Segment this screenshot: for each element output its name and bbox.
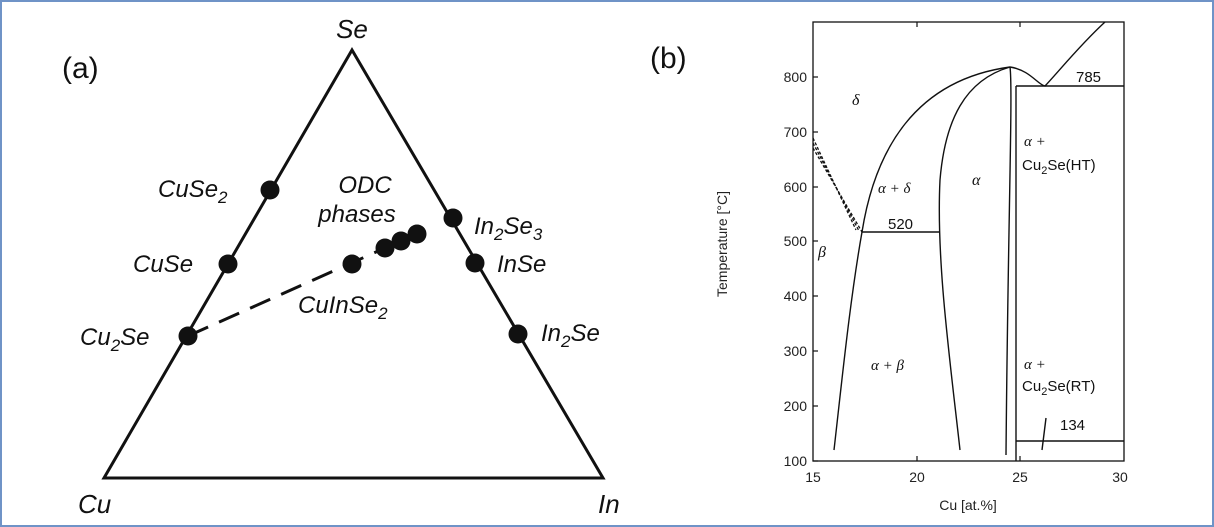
alpha-left-boundary	[938, 66, 1011, 451]
point-in2se	[508, 324, 528, 344]
label-cuse: CuSe	[133, 251, 193, 278]
vertex-cu-label: Cu	[78, 489, 111, 519]
point-cuinse2	[342, 254, 362, 274]
xtick-30: 30	[1112, 469, 1128, 485]
point-odc-3	[407, 224, 427, 244]
label-inse: InSe	[497, 251, 546, 278]
point-cuse2	[260, 180, 280, 200]
point-cuse	[218, 254, 238, 274]
beta-boundary	[833, 66, 1011, 451]
ytick-200: 200	[784, 398, 808, 414]
label-odc-line1: ODC	[338, 172, 392, 199]
leader-134	[1041, 417, 1047, 451]
ytick-300: 300	[784, 343, 808, 359]
alpha-right-boundary	[1005, 66, 1012, 456]
phase-boundaries	[833, 21, 1124, 461]
tick-marks	[813, 22, 1021, 462]
point-odc-2	[391, 231, 411, 251]
label-134: 134	[1060, 417, 1085, 434]
panel-b-tag: (b)	[650, 42, 687, 75]
label-cuse2: CuSe2	[158, 176, 228, 207]
xtick-25: 25	[1012, 469, 1028, 485]
point-odc-1	[375, 238, 395, 258]
phase-beta: β	[817, 244, 826, 261]
phase-rt-line1: α +	[1024, 357, 1046, 373]
label-odc-line2: phases	[317, 201, 395, 228]
ytick-600: 600	[784, 179, 808, 195]
xtick-20: 20	[909, 469, 925, 485]
ytick-400: 400	[784, 288, 808, 304]
point-in2se3	[443, 208, 463, 228]
phase-alpha-beta: α + β	[871, 358, 904, 374]
ytick-500: 500	[784, 233, 808, 249]
label-520: 520	[888, 216, 913, 233]
vertex-in-label: In	[598, 489, 620, 519]
phase-delta: δ	[852, 92, 860, 109]
label-cuinse2: CuInSe2	[298, 292, 388, 323]
panel-a-tag: (a)	[62, 52, 99, 85]
vertex-se-label: Se	[336, 14, 368, 44]
phase-rt-line2: Cu2Se(RT)	[1022, 378, 1095, 398]
xtick-15: 15	[805, 469, 821, 485]
phase-alpha-delta: α + δ	[878, 181, 911, 197]
point-inse	[465, 253, 485, 273]
label-in2se: In2Se	[541, 320, 600, 351]
label-in2se3: In2Se3	[474, 213, 543, 244]
phase-alpha: α	[972, 172, 981, 189]
phase-ht-line1: α +	[1024, 134, 1046, 150]
panel-b: (b) 100 200 300 400 500 600 700 800 15 2…	[650, 21, 1128, 513]
phase-ht-line2: Cu2Se(HT)	[1022, 157, 1096, 177]
plot-frame	[812, 21, 1125, 462]
x-axis-label: Cu [at.%]	[939, 497, 997, 513]
point-cu2se	[178, 326, 198, 346]
ytick-100: 100	[784, 453, 808, 469]
ytick-700: 700	[784, 124, 808, 140]
y-axis-label: Temperature [°C]	[714, 191, 730, 297]
ytick-800: 800	[784, 69, 808, 85]
label-785: 785	[1076, 69, 1101, 86]
dashed-extension	[812, 137, 863, 233]
label-cu2se: Cu2Se	[80, 324, 150, 355]
panel-a: (a) Se Cu In CuSe2 CuSe Cu2Se ODC phases…	[62, 14, 620, 519]
